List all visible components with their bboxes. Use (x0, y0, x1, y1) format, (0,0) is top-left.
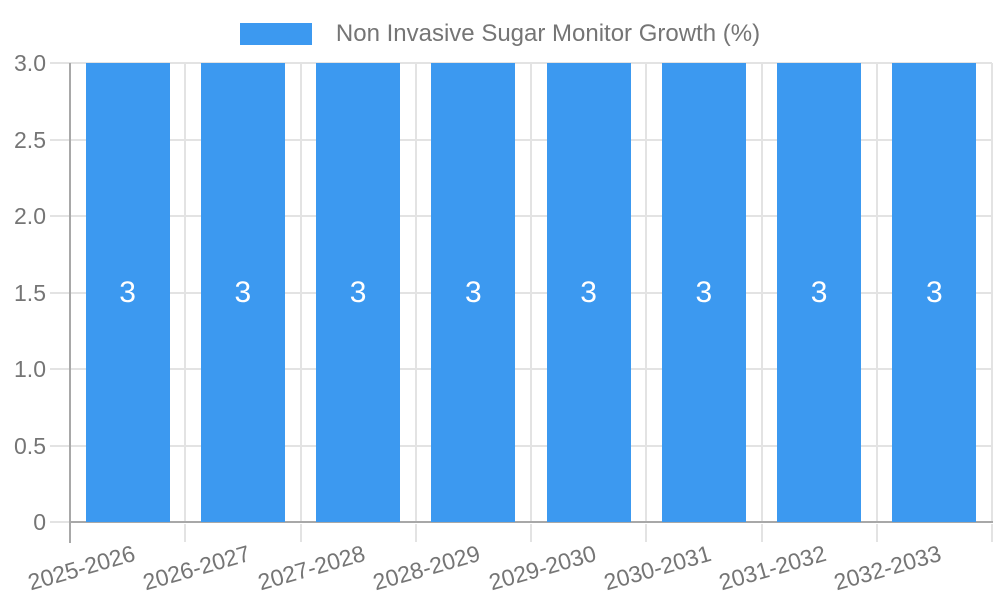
legend-swatch[interactable] (239, 23, 312, 45)
x-gridline (414, 63, 417, 522)
bar[interactable] (200, 63, 285, 522)
x-axis-tick-label: 2029-2030 (485, 540, 599, 596)
x-gridline (875, 63, 878, 522)
bar[interactable] (892, 63, 977, 522)
x-tick-mark (991, 524, 993, 542)
x-axis-tick-label: 2025-2026 (24, 540, 138, 596)
x-tick-mark (645, 524, 648, 542)
x-axis-tick-label: 2027-2028 (255, 540, 369, 596)
x-gridline (991, 63, 993, 522)
legend: Non Invasive Sugar Monitor Growth (%) (0, 20, 1000, 48)
y-tick-mark (50, 138, 70, 141)
x-gridline (530, 63, 532, 522)
bar[interactable] (546, 63, 631, 522)
x-tick-mark (299, 524, 302, 542)
y-tick-mark (50, 521, 70, 523)
x-tick-mark (184, 524, 187, 542)
y-axis-tick-label: 2.0 (14, 203, 46, 229)
x-gridline (184, 63, 187, 522)
y-axis-tick-label: 2.5 (14, 126, 46, 153)
x-gridline (299, 63, 302, 522)
x-tick-mark (414, 524, 417, 542)
y-tick-mark (50, 444, 70, 447)
x-axis-tick-label: 2026-2027 (139, 540, 253, 596)
x-tick-mark (760, 524, 763, 542)
y-axis-tick-label: 0 (33, 509, 46, 535)
x-axis-tick-label: 2030-2031 (600, 540, 714, 596)
x-tick-mark (530, 524, 532, 542)
y-tick-mark (50, 215, 70, 217)
bar[interactable] (316, 63, 401, 522)
x-axis-tick-label: 2028-2029 (370, 540, 484, 596)
y-axis-tick-label: 0.5 (14, 432, 46, 459)
legend-label[interactable]: Non Invasive Sugar Monitor Growth (%) (335, 20, 761, 47)
bar[interactable] (661, 63, 746, 522)
y-axis-tick-label: 3.0 (14, 50, 46, 76)
x-tick-mark (875, 524, 878, 542)
x-axis-tick-label: 2031-2032 (716, 540, 830, 596)
y-axis-line (69, 63, 71, 543)
y-tick-mark (50, 62, 70, 64)
x-gridline (645, 63, 648, 522)
bar[interactable] (85, 63, 170, 522)
x-gridline (760, 63, 763, 522)
x-axis-tick-label: 2032-2033 (831, 540, 945, 596)
y-tick-mark (50, 368, 70, 370)
y-tick-mark (50, 291, 70, 294)
y-axis-tick-label: 1.5 (14, 279, 46, 306)
bar[interactable] (431, 63, 516, 522)
bar[interactable] (777, 63, 862, 522)
x-axis-line (70, 521, 993, 523)
y-axis-tick-label: 1.0 (14, 356, 46, 382)
